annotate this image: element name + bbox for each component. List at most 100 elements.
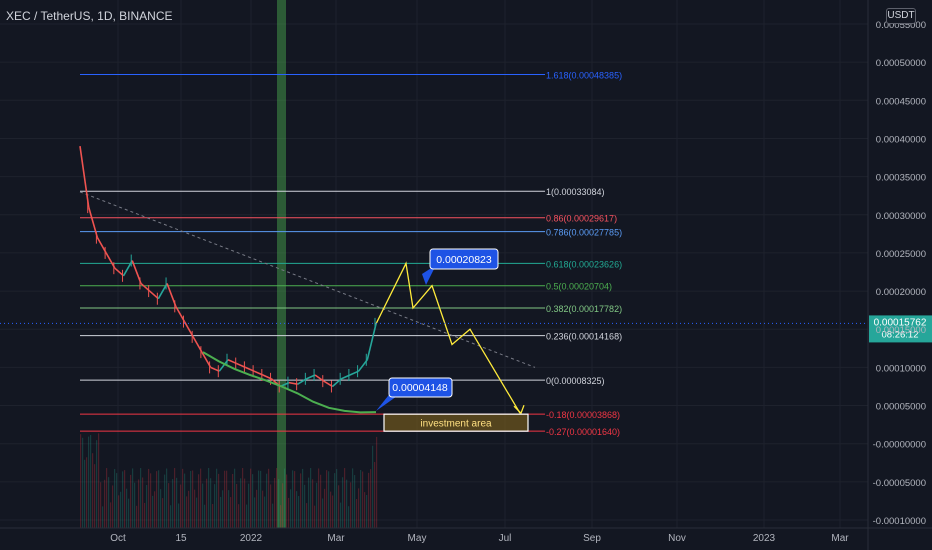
volume-bar	[86, 457, 88, 528]
volume-bar	[254, 497, 256, 528]
volume-bar	[124, 470, 126, 528]
volume-bar	[314, 505, 316, 528]
volume-bar	[144, 502, 146, 528]
volume-bar	[102, 506, 104, 528]
y-axis-tick-label: -0.00005000	[873, 478, 926, 489]
volume-bar	[96, 440, 98, 528]
volume-bar	[338, 485, 340, 528]
volume-bar	[176, 477, 178, 528]
volume-bar	[168, 483, 170, 528]
volume-bar	[92, 453, 94, 528]
volume-bar	[240, 478, 242, 528]
volume-bar	[174, 468, 176, 528]
volume-bar	[204, 504, 206, 528]
volume-bar	[250, 468, 252, 528]
volume-bar	[134, 482, 136, 528]
y-axis-tick-label: 0.00005000	[876, 402, 926, 413]
volume-bar	[126, 488, 128, 528]
volume-bar	[122, 471, 124, 528]
volume-bar	[138, 479, 140, 528]
volume-bar	[160, 489, 162, 528]
volume-bar	[294, 471, 296, 528]
y-axis-tick-label: 0.00010000	[876, 363, 926, 374]
currency-button[interactable]: USDT	[886, 8, 916, 24]
x-axis-tick-label: Oct	[110, 533, 126, 544]
volume-bar	[324, 488, 326, 528]
x-axis-tick-label: Sep	[583, 533, 601, 544]
x-axis-tick-label: Mar	[831, 533, 849, 544]
fib-level-label: 1(0.00033084)	[546, 187, 605, 197]
y-axis-tick-label: 0.00055000	[876, 20, 926, 31]
volume-bar	[172, 479, 174, 528]
volume-bar	[164, 474, 166, 528]
volume-bar	[306, 503, 308, 528]
volume-bar	[356, 499, 358, 528]
volume-bar	[156, 471, 158, 528]
volume-bar	[194, 489, 196, 528]
volume-bar	[190, 470, 192, 528]
volume-bar	[376, 436, 378, 528]
x-axis-tick-label: Nov	[668, 533, 686, 544]
volume-bar	[82, 437, 84, 528]
volume-bar	[226, 470, 228, 528]
volume-bar	[208, 468, 210, 528]
fib-level-label: 0(0.00008325)	[546, 376, 605, 386]
volume-bar	[238, 504, 240, 528]
y-axis-tick-label: 0.00015000	[876, 325, 926, 336]
volume-bar	[298, 496, 300, 528]
x-axis-tick-label: Mar	[327, 533, 345, 544]
volume-bar	[224, 470, 226, 528]
volume-bar	[180, 484, 182, 528]
current-price-tag	[869, 315, 932, 343]
countdown-label: 08:26:12	[882, 329, 919, 340]
volume-bar	[318, 468, 320, 528]
fib-level-label: 0.786(0.00027785)	[546, 228, 622, 238]
volume-bar	[88, 436, 90, 528]
callout-label-high: 0.00020823	[436, 254, 492, 266]
volume-bar	[354, 475, 356, 528]
price-segment	[79, 145, 90, 208]
y-axis-tick-label: 0.00020000	[876, 287, 926, 298]
volume-bar	[334, 473, 336, 528]
volume-bar	[166, 468, 168, 528]
volume-bar	[220, 496, 222, 528]
volume-bar	[310, 468, 312, 528]
volume-bar	[340, 502, 342, 528]
volume-bar	[286, 474, 288, 528]
volume-bar	[202, 483, 204, 528]
investment-area-label: investment area	[420, 419, 492, 430]
volume-bar	[84, 459, 86, 528]
volume-bar	[116, 473, 118, 528]
fib-level-label: 0.5(0.00020704)	[546, 282, 612, 292]
volume-bar	[344, 468, 346, 528]
volume-bar	[364, 492, 366, 528]
volume-bar	[284, 468, 286, 528]
volume-bar	[90, 434, 92, 528]
volume-bar	[170, 505, 172, 528]
y-axis-tick-label: -0.00000000	[873, 440, 926, 451]
volume-bar	[266, 473, 268, 528]
volume-bar	[292, 470, 294, 528]
fib-level-label: 1.618(0.00048385)	[546, 70, 622, 80]
volume-bar	[328, 471, 330, 528]
y-axis-tick-label: -0.00010000	[873, 516, 926, 527]
x-axis-tick-label: May	[408, 533, 427, 544]
volume-bar	[152, 495, 154, 528]
volume-bar	[186, 496, 188, 528]
volume-bar	[244, 478, 246, 528]
volume-bar	[108, 477, 110, 528]
volume-bar	[118, 495, 120, 528]
volume-bar	[336, 469, 338, 528]
volume-bar	[120, 491, 122, 528]
volume-bar	[212, 504, 214, 528]
volume-bar	[192, 470, 194, 528]
volume-bar	[100, 482, 102, 528]
volume-bar	[218, 473, 220, 528]
y-axis-tick-label: 0.00045000	[876, 96, 926, 107]
volume-bar	[206, 478, 208, 528]
volume-bar	[106, 468, 108, 528]
current-price-label: 0.00015762	[874, 317, 927, 328]
volume-bar	[330, 491, 332, 528]
volume-bar	[178, 503, 180, 528]
